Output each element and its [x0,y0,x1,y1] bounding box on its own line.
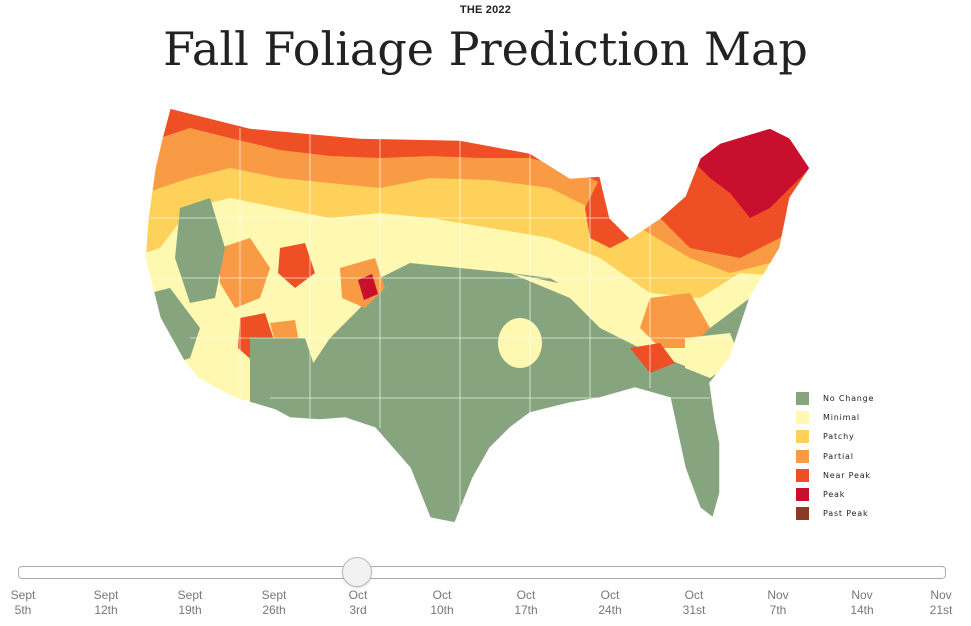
tick-day: 14th [850,603,874,617]
legend-item-peak: Peak [796,485,916,504]
slider-tick[interactable]: Oct 31st [664,588,724,618]
slider-tick[interactable]: Sept 19th [160,588,220,618]
date-slider-handle[interactable] [342,557,372,587]
legend-label: Past Peak [823,509,869,519]
slider-tick[interactable]: Sept 26th [244,588,304,618]
map-legend: No Change Minimal Patchy Partial Near Pe… [796,389,916,523]
slider-tick[interactable]: Nov 14th [832,588,892,618]
slider-tick[interactable]: Sept 5th [0,588,53,618]
tick-day: 10th [430,603,454,617]
legend-swatch [796,507,809,521]
state-borders [150,128,750,518]
tick-month: Oct [684,588,704,602]
date-slider-track[interactable] [18,566,946,579]
slider-tick[interactable]: Oct 24th [580,588,640,618]
slider-tick[interactable]: Oct 3rd [328,588,388,618]
legend-swatch [796,430,809,444]
tick-day: 26th [262,603,286,617]
tick-month: Oct [348,588,368,602]
legend-label: Patchy [823,432,855,442]
tick-month: Sept [261,588,287,602]
slider-tick[interactable]: Nov 21st [911,588,971,618]
tick-day: 7th [769,603,787,617]
tick-day: 5th [14,603,32,617]
tick-day: 3rd [349,603,367,617]
tick-day: 19th [178,603,202,617]
legend-swatch [796,392,809,406]
tick-month: Nov [851,588,873,602]
legend-item-past-peak: Past Peak [796,504,916,523]
legend-item-near-peak: Near Peak [796,466,916,485]
eyebrow-label: THE 2022 [459,4,512,16]
legend-swatch [796,468,809,482]
slider-tick[interactable]: Nov 7th [748,588,808,618]
tick-month: Nov [767,588,789,602]
slider-tick[interactable]: Oct 10th [412,588,472,618]
legend-item-no-change: No Change [796,389,916,408]
tick-day: 24th [598,603,622,617]
tick-month: Nov [930,588,952,602]
legend-label: Peak [823,490,846,500]
slider-tick[interactable]: Oct 17th [496,588,556,618]
legend-swatch [796,488,809,502]
us-foliage-map[interactable] [130,98,820,530]
legend-label: Near Peak [823,470,871,480]
legend-swatch [796,449,809,463]
slider-tick[interactable]: Sept 12th [76,588,136,618]
tick-month: Sept [177,588,203,602]
foliage-regions [145,108,810,523]
page-title: Fall Foliage Prediction Map [163,22,808,76]
legend-item-patchy: Patchy [796,427,916,446]
legend-swatch [796,411,809,425]
tick-month: Oct [432,588,452,602]
tick-month: Oct [600,588,620,602]
tick-month: Sept [10,588,36,602]
tick-month: Sept [93,588,119,602]
tick-day: 31st [682,603,706,617]
legend-label: Minimal [823,413,860,423]
legend-label: Partial [823,451,854,461]
tick-month: Oct [516,588,536,602]
tick-day: 21st [929,603,953,617]
legend-item-minimal: Minimal [796,408,916,427]
tick-day: 17th [514,603,538,617]
legend-label: No Change [823,394,875,404]
legend-item-partial: Partial [796,447,916,466]
tick-day: 12th [94,603,118,617]
